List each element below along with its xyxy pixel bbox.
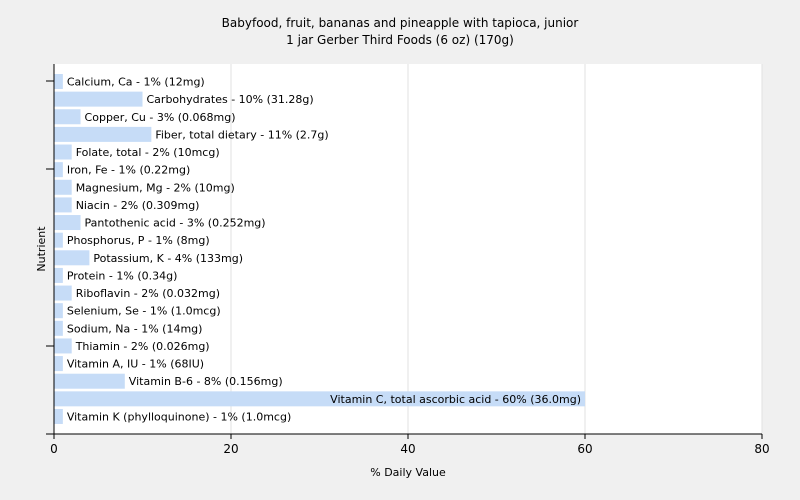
bar-label: Magnesium, Mg - 2% (10mg): [76, 181, 235, 194]
bar-label: Iron, Fe - 1% (0.22mg): [67, 164, 190, 177]
bar-label: Protein - 1% (0.34g): [67, 269, 178, 282]
bar-label: Carbohydrates - 10% (31.28g): [147, 93, 314, 106]
axes: 0 20 40 60 80: [46, 64, 770, 456]
bar: [54, 250, 90, 266]
bar-label: Thiamin - 2% (0.026mg): [75, 340, 210, 353]
chart-title: Babyfood, fruit, bananas and pineapple w…: [222, 16, 579, 30]
grid-lines: [230, 64, 763, 434]
bar: [54, 179, 72, 195]
bar: [54, 285, 72, 301]
chart-subtitle: 1 jar Gerber Third Foods (6 oz) (170g): [286, 33, 514, 47]
bar-label: Folate, total - 2% (10mcg): [76, 146, 220, 159]
bar-label: Calcium, Ca - 1% (12mg): [67, 76, 205, 89]
bar: [54, 408, 63, 424]
bar-label: Vitamin A, IU - 1% (68IU): [67, 358, 204, 371]
bar: [54, 320, 63, 336]
bar-label: Sodium, Na - 1% (14mg): [67, 322, 203, 335]
bar-label: Copper, Cu - 3% (0.068mg): [85, 111, 236, 124]
bar: [54, 109, 81, 125]
bar-label: Pantothenic acid - 3% (0.252mg): [85, 217, 266, 230]
bar-label: Potassium, K - 4% (133mg): [93, 252, 243, 265]
bar-label: Vitamin C, total ascorbic acid - 60% (36…: [330, 393, 581, 406]
x-tick-label: 40: [400, 442, 415, 456]
bar: [54, 373, 125, 389]
bar-label: Phosphorus, P - 1% (8mg): [67, 234, 210, 247]
y-axis-title: Nutrient: [35, 226, 48, 272]
x-tick-label: 0: [50, 442, 58, 456]
bar-label: Vitamin B-6 - 8% (0.156mg): [129, 375, 283, 388]
bar: [54, 91, 143, 107]
bar: [54, 162, 63, 178]
bars: Calcium, Ca - 1% (12mg) Carbohydrates - 1…: [54, 74, 585, 424]
x-tick-label: 80: [754, 442, 769, 456]
bar-label: Selenium, Se - 1% (1.0mcg): [67, 305, 221, 318]
bar: [54, 391, 585, 407]
x-tick-label: 20: [223, 442, 238, 456]
bar: [54, 144, 72, 160]
bar: [54, 303, 63, 319]
x-axis-title: % Daily Value: [370, 466, 446, 479]
bar-label: Niacin - 2% (0.309mg): [76, 199, 200, 212]
bar: [54, 338, 72, 354]
bar: [54, 197, 72, 213]
bar: [54, 267, 63, 283]
bar: [54, 74, 63, 89]
bar-label: Vitamin K (phylloquinone) - 1% (1.0mcg): [67, 410, 291, 423]
bar-label: Fiber, total dietary - 11% (2.7g): [155, 128, 328, 141]
bar: [54, 215, 81, 231]
bar: [54, 232, 63, 248]
x-tick-label: 60: [577, 442, 592, 456]
bar: [54, 356, 63, 372]
bar-label: Riboflavin - 2% (0.032mg): [76, 287, 220, 300]
bar: [54, 126, 152, 142]
